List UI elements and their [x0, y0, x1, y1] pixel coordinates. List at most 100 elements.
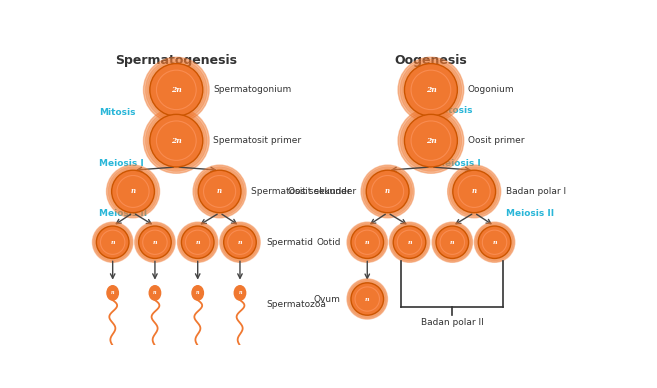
Ellipse shape	[394, 226, 426, 258]
Text: n: n	[196, 291, 200, 295]
Ellipse shape	[350, 282, 385, 317]
Ellipse shape	[136, 223, 174, 261]
Ellipse shape	[392, 225, 427, 260]
Ellipse shape	[363, 167, 413, 216]
Ellipse shape	[351, 283, 384, 315]
Ellipse shape	[192, 286, 204, 300]
Text: Meiosis II: Meiosis II	[506, 210, 554, 218]
Text: Mitosis: Mitosis	[99, 108, 135, 117]
Text: 2n: 2n	[426, 86, 436, 94]
Text: Spermatogenesis: Spermatogenesis	[116, 54, 237, 67]
Ellipse shape	[348, 280, 386, 318]
Text: n: n	[407, 240, 412, 245]
Ellipse shape	[366, 170, 409, 213]
Ellipse shape	[150, 64, 203, 116]
Ellipse shape	[435, 225, 470, 260]
Ellipse shape	[398, 108, 464, 173]
Ellipse shape	[222, 225, 258, 260]
Ellipse shape	[402, 112, 459, 169]
Text: Oogonium: Oogonium	[468, 85, 514, 94]
Ellipse shape	[143, 108, 209, 173]
Ellipse shape	[110, 168, 156, 215]
Text: 2n: 2n	[426, 137, 436, 145]
Text: n: n	[238, 240, 242, 245]
Text: n: n	[365, 296, 369, 301]
Ellipse shape	[97, 226, 129, 258]
Ellipse shape	[405, 64, 457, 116]
Ellipse shape	[432, 222, 472, 262]
Ellipse shape	[436, 226, 468, 258]
Text: Ootid: Ootid	[316, 238, 341, 247]
Ellipse shape	[235, 286, 246, 300]
Text: Badan polar I: Badan polar I	[506, 187, 566, 196]
Ellipse shape	[135, 222, 175, 262]
Ellipse shape	[198, 170, 241, 213]
Text: Spermatozoa: Spermatozoa	[267, 300, 327, 310]
Text: n: n	[217, 187, 222, 196]
Text: Spermatid: Spermatid	[267, 238, 313, 247]
Text: n: n	[153, 291, 156, 295]
Ellipse shape	[95, 225, 130, 260]
Ellipse shape	[137, 225, 173, 260]
Ellipse shape	[112, 170, 154, 213]
Text: Spermatogonium: Spermatogonium	[213, 85, 291, 94]
Ellipse shape	[400, 59, 462, 120]
Ellipse shape	[148, 112, 205, 169]
Ellipse shape	[451, 168, 497, 215]
Ellipse shape	[347, 279, 388, 319]
Ellipse shape	[146, 110, 207, 171]
Ellipse shape	[434, 223, 471, 261]
Ellipse shape	[361, 165, 414, 218]
Ellipse shape	[447, 165, 501, 218]
Text: n: n	[238, 291, 242, 295]
Text: Mitosis: Mitosis	[436, 106, 472, 115]
Text: Meiosis I: Meiosis I	[436, 159, 481, 168]
Text: 2n: 2n	[171, 86, 182, 94]
Ellipse shape	[398, 57, 464, 123]
Ellipse shape	[223, 226, 256, 258]
Ellipse shape	[149, 286, 161, 300]
Ellipse shape	[221, 223, 259, 261]
Ellipse shape	[390, 222, 430, 262]
Ellipse shape	[106, 165, 160, 218]
Text: n: n	[472, 187, 477, 196]
Text: n: n	[111, 291, 114, 295]
Text: n: n	[365, 240, 369, 245]
Text: n: n	[385, 187, 390, 196]
Ellipse shape	[476, 223, 514, 261]
Ellipse shape	[405, 114, 457, 167]
Text: Oosit primer: Oosit primer	[468, 136, 524, 145]
Ellipse shape	[196, 168, 242, 215]
Text: n: n	[492, 240, 497, 245]
Text: n: n	[110, 240, 115, 245]
Ellipse shape	[194, 167, 244, 216]
Ellipse shape	[477, 225, 512, 260]
Ellipse shape	[181, 226, 214, 258]
Ellipse shape	[107, 286, 118, 300]
Text: Spermatosit primer: Spermatosit primer	[213, 136, 301, 145]
Ellipse shape	[400, 110, 462, 171]
Text: n: n	[152, 240, 157, 245]
Ellipse shape	[179, 223, 217, 261]
Ellipse shape	[177, 222, 218, 262]
Ellipse shape	[180, 225, 215, 260]
Ellipse shape	[143, 57, 209, 123]
Ellipse shape	[478, 226, 511, 258]
Text: Oosit sekunder: Oosit sekunder	[288, 187, 356, 196]
Text: n: n	[196, 240, 200, 245]
Ellipse shape	[93, 222, 133, 262]
Ellipse shape	[94, 223, 131, 261]
Text: Ovum: Ovum	[314, 294, 341, 303]
Text: Spermatosit sekunder: Spermatosit sekunder	[251, 187, 351, 196]
Text: 2n: 2n	[171, 137, 182, 145]
Ellipse shape	[453, 170, 495, 213]
Ellipse shape	[391, 223, 428, 261]
Ellipse shape	[350, 225, 385, 260]
Text: Oogenesis: Oogenesis	[395, 54, 467, 67]
Ellipse shape	[139, 226, 171, 258]
Ellipse shape	[348, 223, 386, 261]
Text: Badan polar II: Badan polar II	[420, 317, 484, 327]
Ellipse shape	[351, 226, 384, 258]
Text: Meiosis I: Meiosis I	[99, 159, 144, 168]
Ellipse shape	[402, 61, 459, 118]
